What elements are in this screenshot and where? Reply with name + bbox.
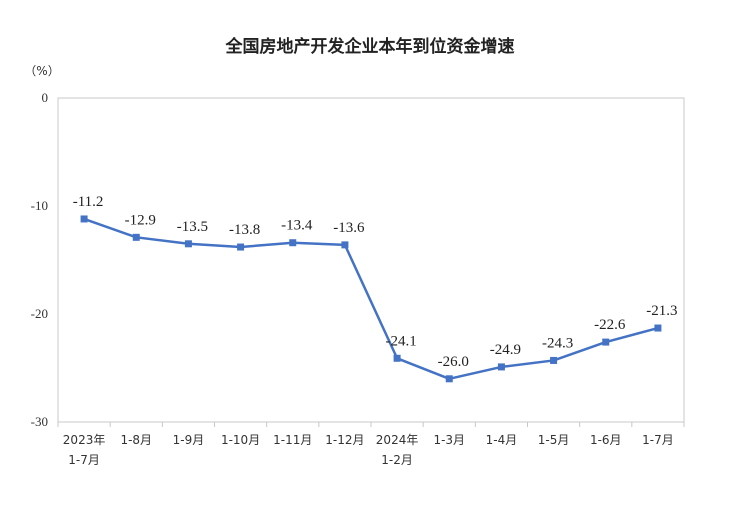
x-tick-label: 1-7月 [642,433,674,447]
data-point [497,363,505,371]
series-layer [80,215,662,383]
data-point [80,215,88,223]
x-tick-label: 1-6月 [590,433,622,447]
data-label: -24.1 [385,333,416,349]
data-label: -12.9 [125,212,156,228]
data-label-layer: -11.2 -12.9 -13.5 -13.8 -13.4 -13.6 -24.1 -26.0… [73,194,678,370]
y-tick-label: -30 [31,414,48,429]
data-label: -13.5 [177,219,208,235]
x-tick-label: 1-2月 [381,453,413,467]
data-label: -13.8 [229,222,260,238]
y-tick-label: 0 [42,90,49,105]
y-tick-label: -10 [31,198,48,213]
data-label: -22.6 [594,317,626,333]
x-tick-label: 1-5月 [538,433,570,447]
data-label: -24.9 [490,342,521,358]
data-label: -13.6 [333,220,365,236]
x-tick-label: 1-7月 [68,453,100,467]
data-point [132,233,140,241]
data-point [445,375,453,383]
data-point [550,356,558,364]
x-tick-label: 1-12月 [325,433,364,447]
x-tick-label: 1-8月 [120,433,152,447]
y-tick-label: -20 [31,306,48,321]
data-label: -11.2 [73,194,104,210]
x-tick-label: 1-9月 [173,433,205,447]
data-label: -13.4 [281,218,313,234]
y-unit-label: （%） [24,64,59,78]
x-axis: 2023年 1-7月 1-8月 1-9月 1-10月 1-11月 1-12月 2024年 1-2… [57,422,685,467]
data-point [289,239,297,247]
y-axis: 0 -10 -20 -30 [31,90,48,429]
data-point [184,240,192,248]
data-point [654,324,662,332]
x-tick-label: 1-11月 [273,433,312,447]
data-point [602,338,610,346]
data-point [341,241,349,249]
x-tick-label: 2023年 [63,433,106,447]
data-label: -26.0 [438,354,469,370]
chart-title: 全国房地产开发企业本年到位资金增速 [225,36,515,57]
x-tick-label: 2024年 [376,433,419,447]
data-point [393,354,401,362]
x-tick-label: 1-3月 [433,433,465,447]
data-label: -24.3 [542,335,573,351]
x-tick-label: 1-10月 [221,433,260,447]
plot-area [57,97,685,423]
data-point [237,243,245,251]
series-line [83,217,659,381]
data-label: -21.3 [646,303,677,319]
x-tick-label: 1-4月 [486,433,518,447]
